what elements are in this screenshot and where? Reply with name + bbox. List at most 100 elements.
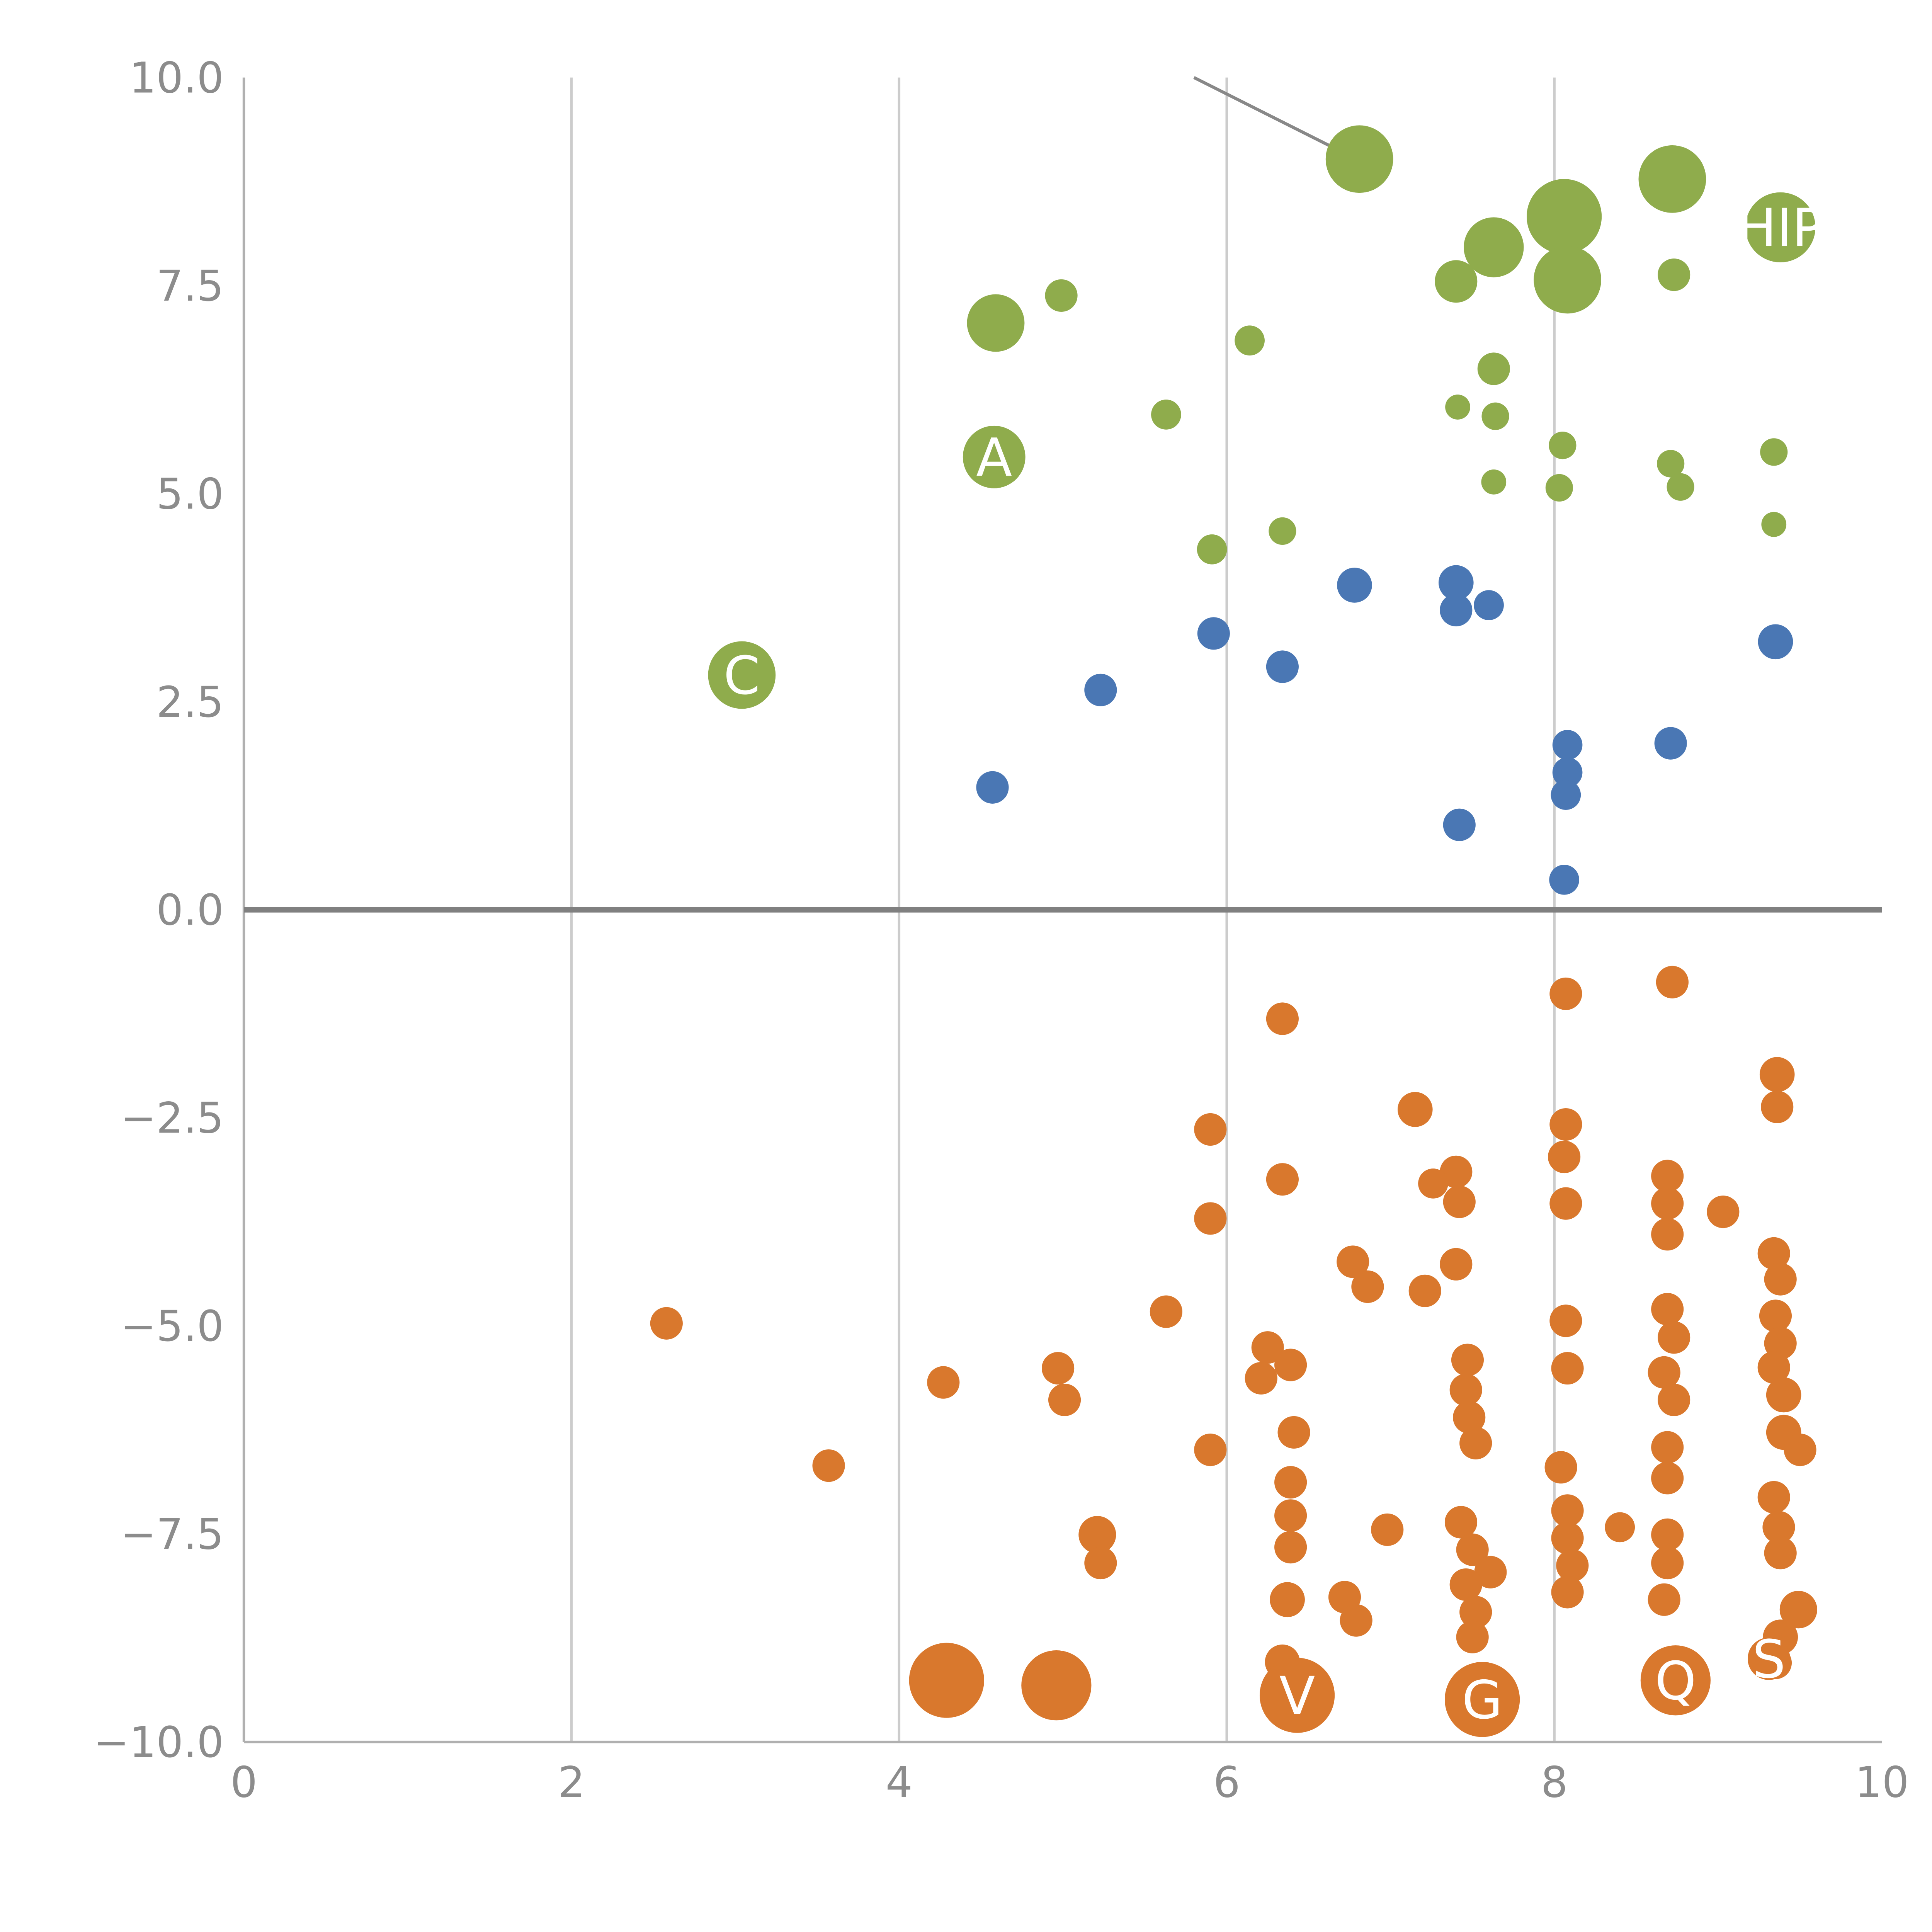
data-point-orange (1640, 1645, 1711, 1716)
bubble-label: G (1462, 1670, 1502, 1731)
x-tick-label: 10 (1855, 1757, 1909, 1807)
data-point-orange (1194, 1434, 1227, 1466)
data-point-orange (1759, 1299, 1792, 1332)
data-point-orange (1456, 1533, 1489, 1566)
data-point-orange (927, 1366, 960, 1399)
data-point-green (1638, 145, 1706, 213)
data-point-orange (1449, 1373, 1482, 1406)
data-point-orange (1397, 1092, 1433, 1127)
data-point-orange (1274, 1531, 1307, 1564)
data-point-green (1527, 179, 1602, 254)
data-point-orange (1757, 1481, 1790, 1514)
data-point-orange (1440, 1248, 1473, 1281)
data-point-orange (1451, 1344, 1484, 1376)
bubble-label: V (1279, 1666, 1315, 1727)
data-point-green (1197, 534, 1227, 565)
data-point-orange (1042, 1352, 1075, 1385)
data-point-blue (1552, 730, 1583, 760)
data-point-green (1045, 279, 1078, 312)
data-point-orange (1759, 1057, 1795, 1092)
data-point-orange (1766, 1377, 1801, 1413)
data-point-orange (1078, 1516, 1116, 1554)
data-point-orange (1194, 1202, 1227, 1235)
x-tick-label: 0 (230, 1757, 257, 1807)
data-point-orange (1764, 1263, 1797, 1296)
data-point-orange (1762, 1511, 1795, 1544)
data-point-orange (1266, 1002, 1299, 1035)
data-point-orange (1449, 1568, 1482, 1601)
bubble-label: Q (1655, 1651, 1696, 1712)
data-point-orange (1556, 1549, 1589, 1582)
data-point-blue (1551, 780, 1581, 810)
data-point-blue (1438, 565, 1474, 600)
y-tick-label: −5.0 (121, 1301, 224, 1351)
data-point-green (1435, 260, 1478, 303)
data-point-orange (1259, 1658, 1335, 1733)
data-point-orange (650, 1307, 683, 1340)
data-point-orange (1779, 1591, 1817, 1629)
data-point-orange (1548, 1140, 1581, 1173)
data-point-orange (1651, 1218, 1684, 1251)
data-point-orange (1605, 1512, 1635, 1543)
data-point-orange (1549, 977, 1582, 1010)
data-point-orange (1340, 1604, 1372, 1637)
data-point-blue (1443, 808, 1476, 841)
data-point-blue (1266, 650, 1299, 683)
data-point-orange (1549, 1187, 1582, 1220)
data-point-green (1549, 431, 1577, 459)
data-point-orange (1549, 1108, 1582, 1141)
data-point-orange (1658, 1383, 1690, 1416)
bubble-label: C (723, 646, 760, 707)
data-point-orange (1371, 1513, 1404, 1546)
data-point-green (967, 294, 1025, 352)
y-tick-label: −10.0 (94, 1718, 224, 1767)
data-point-blue (1552, 757, 1583, 787)
x-tick-label: 6 (1213, 1757, 1240, 1807)
data-point-orange (1453, 1401, 1486, 1434)
data-point-orange (812, 1449, 845, 1482)
data-point-orange (1551, 1352, 1584, 1385)
data-point-orange (1445, 1662, 1520, 1737)
data-point-orange (1544, 1451, 1577, 1484)
data-point-green (1545, 474, 1573, 502)
data-point-orange (909, 1643, 984, 1718)
data-point-green (1667, 473, 1694, 501)
data-point-orange (1757, 1351, 1790, 1384)
data-point-orange (1444, 1506, 1478, 1539)
data-point-orange (1658, 1321, 1690, 1354)
y-tick-label: 7.5 (156, 261, 224, 311)
data-point-green (1657, 450, 1685, 478)
data-point-orange (1270, 1582, 1305, 1617)
data-point-blue (1197, 617, 1230, 650)
data-point-orange (1021, 1650, 1092, 1721)
data-point-green (1151, 400, 1181, 430)
data-point-blue (1654, 727, 1687, 760)
data-point-green (1477, 352, 1510, 385)
data-point-orange (1474, 1556, 1507, 1588)
data-point-orange (1443, 1185, 1476, 1218)
data-point-orange (1274, 1466, 1307, 1499)
data-point-orange (1408, 1274, 1441, 1307)
x-tick-label: 8 (1541, 1757, 1568, 1807)
bubble-label: HIP (1737, 198, 1824, 259)
data-point-green (1464, 217, 1524, 277)
data-point-orange (1459, 1596, 1492, 1629)
y-tick-label: 10.0 (129, 53, 224, 102)
data-point-orange (1440, 1155, 1473, 1188)
data-point-green (1761, 512, 1787, 537)
data-point-orange (1551, 1494, 1584, 1527)
data-point-green (1481, 402, 1509, 430)
y-tick-label: 2.5 (156, 677, 224, 727)
data-point-green (1745, 192, 1816, 262)
data-point-blue (1474, 590, 1504, 620)
data-point-orange (1651, 1160, 1684, 1192)
data-point-orange (1274, 1499, 1307, 1532)
data-point-blue (1084, 673, 1117, 706)
data-point-orange (1351, 1270, 1384, 1303)
data-point-green (1481, 469, 1507, 495)
data-point-orange (1784, 1434, 1816, 1466)
data-point-orange (1656, 966, 1689, 998)
data-point-orange (1648, 1583, 1680, 1616)
data-point-orange (1084, 1546, 1117, 1580)
